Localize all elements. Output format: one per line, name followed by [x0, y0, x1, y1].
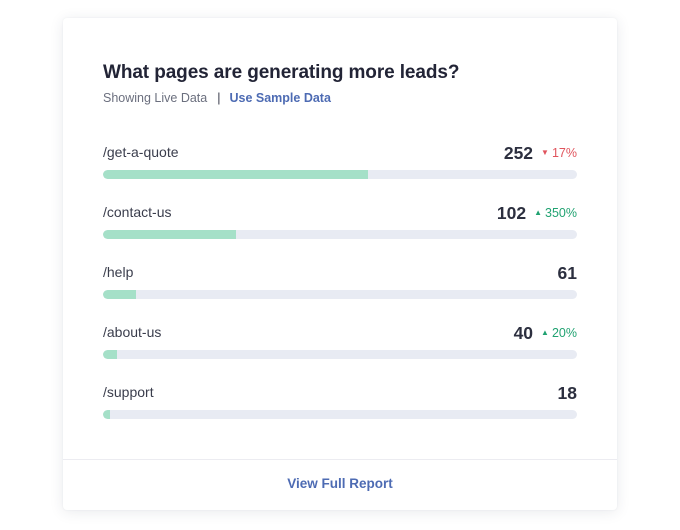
use-sample-data-link[interactable]: Use Sample Data [229, 91, 331, 105]
progress-fill [103, 410, 111, 419]
footer-divider [63, 459, 617, 460]
page-path: /support [103, 384, 154, 400]
progress-fill [103, 290, 137, 299]
data-source-row: Showing Live Data | Use Sample Data [103, 91, 331, 105]
lead-count: 252 [503, 142, 534, 163]
page-list: /get-a-quote 252 ▼ 17% /contact-us 102 ▲… [103, 141, 577, 441]
progress-track [103, 170, 577, 179]
page-row: /help 61 [103, 261, 577, 321]
lead-count: 18 [557, 382, 577, 403]
change-percent: 20% [551, 326, 577, 340]
progress-track [103, 410, 577, 419]
page-stats: 102 ▲ 350% [497, 201, 577, 225]
page-row: /about-us 40 ▲ 20% [103, 321, 577, 381]
page-stats: 252 ▼ 17% [504, 141, 577, 165]
progress-track [103, 290, 577, 299]
page-stats: 18 [558, 381, 577, 405]
page-stats: 61 [558, 261, 577, 285]
caret-up-icon: ▲ [534, 208, 543, 217]
lead-count: 102 [496, 202, 527, 223]
data-source-label: Showing Live Data [103, 91, 208, 105]
page-row: /support 18 [103, 381, 577, 441]
change-indicator: ▲ 350% [534, 206, 577, 220]
progress-fill [103, 230, 236, 239]
page-row: /contact-us 102 ▲ 350% [103, 201, 577, 261]
lead-count: 40 [513, 322, 534, 343]
separator: | [217, 91, 221, 105]
progress-track [103, 230, 577, 239]
caret-down-icon: ▼ [541, 148, 549, 157]
change-percent: 17% [551, 146, 577, 160]
page-path: /help [103, 264, 134, 280]
widget-title: What pages are generating more leads? [103, 62, 460, 83]
caret-up-icon: ▲ [541, 328, 549, 337]
progress-track [103, 350, 577, 359]
leads-widget-card: What pages are generating more leads? Sh… [63, 18, 617, 510]
progress-fill [103, 170, 369, 179]
change-indicator: ▲ 20% [541, 326, 577, 340]
progress-fill [103, 350, 118, 359]
change-percent: 350% [545, 206, 577, 220]
view-full-report-link[interactable]: View Full Report [287, 476, 393, 491]
change-indicator: ▼ 17% [541, 146, 577, 160]
page-path: /contact-us [103, 204, 172, 220]
page-path: /about-us [103, 324, 162, 340]
page-row: /get-a-quote 252 ▼ 17% [103, 141, 577, 201]
page-path: /get-a-quote [103, 144, 179, 160]
lead-count: 61 [557, 262, 577, 283]
page-stats: 40 ▲ 20% [514, 321, 577, 345]
